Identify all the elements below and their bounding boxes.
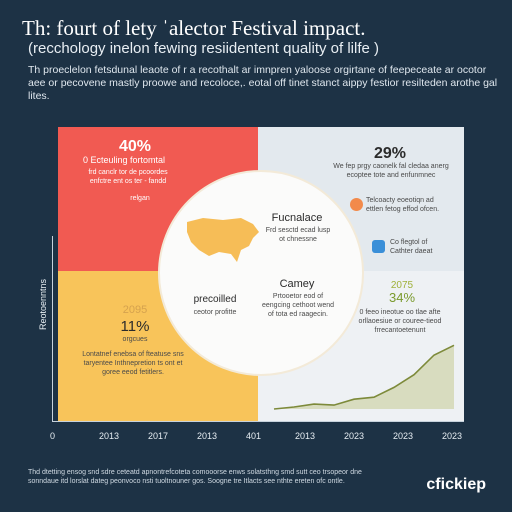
bl-percent: 11% <box>120 318 150 335</box>
y-axis <box>52 236 53 422</box>
x-tick-label: 2023 <box>393 431 414 441</box>
br-percent-faint: 2075 <box>390 280 414 291</box>
tr-item-2: Co flegtol of Cathter daeat <box>390 239 433 255</box>
tl-body: frd canclr tor de pcoordes enfctre ent o… <box>88 169 168 185</box>
tl-note: relgan <box>130 195 150 202</box>
tl-percent: 40% <box>118 138 152 155</box>
area-fill <box>274 345 454 409</box>
bl-percent-faint: 2095 <box>122 304 148 316</box>
br-body: 0 feeo ineotue oo tlae afte orllaoesiue … <box>358 309 442 334</box>
area-chart <box>273 344 455 410</box>
bl-sub: orgcues <box>122 336 148 343</box>
x-tick-label: 0 <box>50 431 56 441</box>
tr-percent: 29% <box>373 145 407 162</box>
center-circle <box>158 170 364 376</box>
page-subtitle: (recchology inelon fewing resiidentent q… <box>28 40 380 57</box>
x-tick-label: 2017 <box>148 431 169 441</box>
page-title: Th: fourt of lety ˈalector Festival impa… <box>22 16 366 40</box>
x-tick-label: 2013 <box>197 431 218 441</box>
x-tick-label: 2013 <box>295 431 316 441</box>
tr-body: We fep prgy caonelk fal cledaa anerg eco… <box>333 163 449 179</box>
x-tick-label: 2013 <box>99 431 120 441</box>
area-line <box>273 344 455 410</box>
footer-text: Thd dtetting ensog snd sdre ceteatd apno… <box>28 469 362 485</box>
x-tick-label: 2023 <box>442 431 463 441</box>
usa-map-icon <box>187 218 259 262</box>
bl-body: Lontatnef enebsa of fteatuse sns taryent… <box>82 351 184 376</box>
tl-heading: 0 Ecteuling fortomtal <box>82 155 166 165</box>
tr-item-1: Telcoacty eoeotiqn ad ettlen fetog effod… <box>366 197 440 213</box>
center-body-top: Frd sesctd ecad lusp ot chnessne <box>265 227 331 243</box>
center-label-left: precoilled <box>193 294 237 305</box>
y-axis-label: Reotoenntns <box>38 278 48 330</box>
x-axis <box>52 421 464 422</box>
br-percent: 34% <box>388 290 416 305</box>
intro-paragraph: Th proeclelon fetsdunal leaote of r a re… <box>28 64 498 102</box>
center-label-top: Fucnalace <box>271 212 323 224</box>
brand-logo[interactable]: cfickiep <box>426 476 486 493</box>
orange-badge-icon <box>350 198 363 211</box>
center-label-bottom: Camey <box>279 278 315 290</box>
x-tick-label: 2023 <box>344 431 365 441</box>
center-body-bottom: Prtooetor eod of eengcing cethoot wend o… <box>262 293 334 318</box>
x-tick-label: 401 <box>246 431 262 441</box>
blue-badge-icon <box>372 240 385 253</box>
center-sub-left: ceotor profitte <box>193 309 237 316</box>
